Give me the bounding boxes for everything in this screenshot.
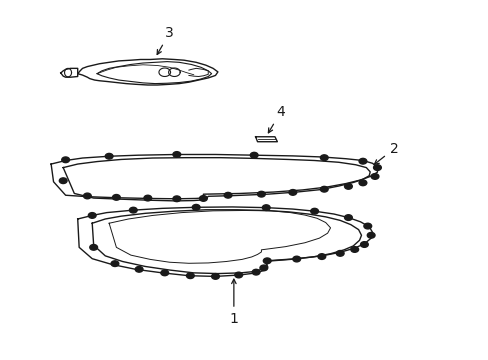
Circle shape [292, 256, 300, 262]
Circle shape [360, 242, 367, 247]
Circle shape [250, 152, 258, 158]
Circle shape [105, 153, 113, 159]
Circle shape [161, 270, 168, 276]
Text: 4: 4 [268, 105, 285, 133]
Circle shape [211, 274, 219, 279]
Circle shape [260, 265, 267, 271]
Circle shape [252, 269, 260, 275]
Circle shape [366, 233, 374, 238]
Text: 1: 1 [229, 279, 238, 326]
Circle shape [192, 204, 200, 210]
Circle shape [90, 244, 97, 250]
Circle shape [224, 192, 231, 198]
Circle shape [344, 215, 351, 220]
Circle shape [199, 195, 207, 201]
Circle shape [129, 207, 137, 213]
Circle shape [83, 193, 91, 199]
Circle shape [59, 178, 67, 184]
Circle shape [288, 190, 296, 195]
Text: 2: 2 [374, 142, 397, 164]
Circle shape [111, 261, 119, 266]
Circle shape [317, 254, 325, 260]
Circle shape [262, 205, 269, 211]
Circle shape [320, 186, 327, 192]
Circle shape [358, 158, 366, 164]
Circle shape [358, 180, 366, 186]
Circle shape [173, 196, 180, 202]
Circle shape [88, 213, 96, 218]
Circle shape [370, 174, 378, 179]
Circle shape [257, 192, 265, 197]
Circle shape [310, 208, 318, 214]
Circle shape [61, 157, 69, 163]
Circle shape [373, 165, 381, 170]
Circle shape [350, 247, 358, 252]
Circle shape [363, 223, 371, 229]
Circle shape [336, 251, 344, 256]
Circle shape [112, 194, 120, 200]
Circle shape [186, 273, 194, 279]
Circle shape [263, 258, 270, 264]
Circle shape [344, 184, 351, 189]
Circle shape [143, 195, 151, 201]
Circle shape [320, 155, 327, 161]
Text: 3: 3 [157, 26, 174, 54]
Circle shape [234, 272, 242, 278]
Circle shape [173, 152, 180, 157]
Circle shape [135, 266, 142, 272]
